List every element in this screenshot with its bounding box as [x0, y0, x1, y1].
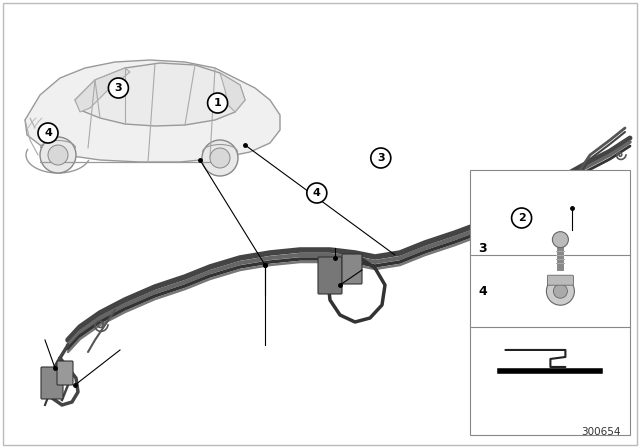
Circle shape: [511, 208, 532, 228]
Text: 4: 4: [313, 188, 321, 198]
Text: 4: 4: [479, 284, 487, 298]
Text: 3: 3: [479, 242, 487, 255]
Polygon shape: [75, 63, 245, 126]
FancyBboxPatch shape: [556, 204, 574, 226]
Text: 2: 2: [518, 213, 525, 223]
Text: 300654: 300654: [581, 427, 620, 437]
Circle shape: [547, 277, 575, 305]
Circle shape: [371, 148, 391, 168]
FancyBboxPatch shape: [41, 367, 63, 399]
FancyBboxPatch shape: [547, 275, 573, 285]
FancyBboxPatch shape: [57, 361, 73, 385]
FancyBboxPatch shape: [470, 170, 630, 435]
Circle shape: [554, 284, 568, 298]
Circle shape: [552, 232, 568, 248]
FancyBboxPatch shape: [318, 257, 342, 294]
Circle shape: [40, 137, 76, 173]
Circle shape: [108, 78, 129, 98]
Text: 4: 4: [44, 128, 52, 138]
Circle shape: [307, 183, 327, 203]
Polygon shape: [220, 73, 245, 112]
Polygon shape: [75, 68, 130, 112]
Text: 1: 1: [214, 98, 221, 108]
Circle shape: [48, 145, 68, 165]
Text: 3: 3: [377, 153, 385, 163]
Text: 3: 3: [115, 83, 122, 93]
FancyBboxPatch shape: [342, 254, 362, 284]
Circle shape: [38, 123, 58, 143]
Polygon shape: [25, 60, 280, 162]
Circle shape: [210, 148, 230, 168]
Circle shape: [202, 140, 238, 176]
Circle shape: [207, 93, 228, 113]
